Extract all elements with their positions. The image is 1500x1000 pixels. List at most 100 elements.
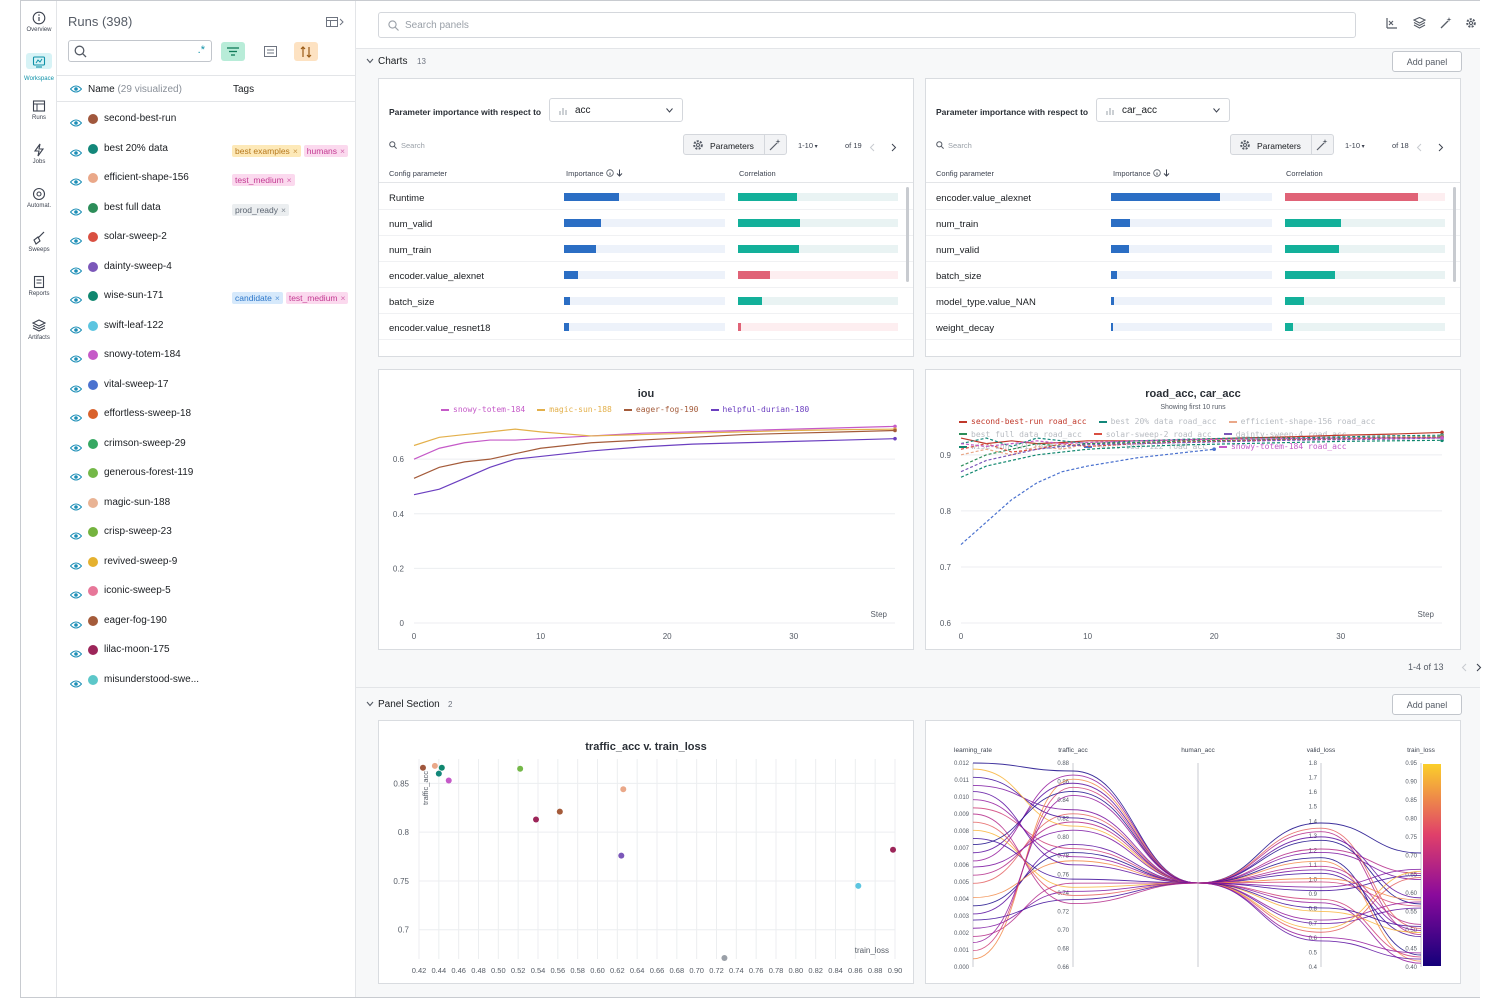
legend-item[interactable]: dainty-sweep-4 road_acc [1223, 429, 1347, 442]
run-name[interactable]: generous-forest-119 [104, 467, 194, 478]
parameters-button[interactable]: Parameters [1230, 134, 1334, 155]
run-row[interactable]: magic-sun-188 [57, 488, 356, 518]
scatter-point[interactable] [620, 786, 627, 793]
run-row[interactable]: misunderstood-swe... [57, 665, 356, 695]
series-line[interactable] [960, 436, 1443, 467]
run-name[interactable]: second-best-run [104, 113, 177, 124]
run-name[interactable]: best 20% data [104, 142, 168, 154]
run-name[interactable]: swift-leaf-122 [104, 319, 164, 331]
parallel-line[interactable] [972, 821, 1422, 929]
series-line[interactable] [413, 438, 896, 496]
eye-icon[interactable] [69, 144, 83, 162]
run-name[interactable]: iconic-sweep-5 [104, 585, 171, 596]
chevron-left-icon[interactable] [1461, 663, 1467, 672]
eye-icon[interactable] [70, 85, 82, 93]
scatter-point[interactable] [419, 764, 426, 771]
eye-icon[interactable] [69, 498, 83, 516]
gear-icon[interactable] [1465, 17, 1477, 29]
scatter-point[interactable] [855, 882, 862, 889]
metric-select[interactable]: acc [549, 98, 683, 122]
importance-header[interactable]: Importance [566, 169, 623, 178]
charts-section-header[interactable]: Charts 13 [356, 49, 1480, 75]
scatter-point[interactable] [533, 816, 540, 823]
eye-icon[interactable] [69, 439, 83, 457]
legend-item[interactable]: solar-sweep-2 road_acc [1093, 429, 1212, 442]
run-row[interactable]: lilac-moon-175 [57, 635, 356, 665]
parallel-line[interactable] [972, 882, 1422, 927]
run-row[interactable]: generous-forest-119 [57, 458, 356, 488]
importance-row[interactable]: weight_decay [926, 314, 1460, 340]
remove-tag-icon[interactable]: × [286, 175, 292, 185]
parameters-button[interactable]: Parameters [683, 134, 787, 155]
eye-icon[interactable] [69, 675, 83, 693]
run-name[interactable]: misunderstood-swe... [104, 673, 200, 685]
nav-reports-item[interactable]: Reports [21, 269, 57, 307]
series-line[interactable] [413, 425, 896, 460]
series-line[interactable] [413, 428, 896, 447]
run-name[interactable]: lilac-moon-175 [104, 644, 170, 655]
run-name[interactable]: crisp-sweep-23 [104, 526, 172, 537]
chevron-down-icon[interactable] [366, 58, 374, 64]
run-name[interactable]: effortless-sweep-18 [104, 408, 192, 419]
add-panel-button[interactable]: Add panel [1392, 51, 1462, 72]
run-name[interactable]: crimson-sweep-29 [104, 437, 186, 449]
parallel-line[interactable] [972, 807, 1422, 907]
parallel-line[interactable] [972, 790, 1422, 956]
scatter-point[interactable] [517, 765, 524, 772]
importance-row[interactable]: num_valid [926, 236, 1460, 262]
remove-tag-icon[interactable]: × [292, 145, 298, 156]
series-line[interactable] [960, 439, 1443, 478]
series-line[interactable] [960, 437, 1443, 473]
magic-wand-icon[interactable] [1440, 17, 1452, 29]
chevron-left-icon[interactable] [869, 139, 875, 157]
pagination-range-select[interactable]: 1-10 ▾ [1345, 141, 1365, 150]
scatter-point[interactable] [438, 764, 445, 771]
scatter-point[interactable] [431, 762, 438, 769]
scatter-point[interactable] [890, 846, 897, 853]
legend-item[interactable]: best 20% data road_acc [1098, 416, 1217, 429]
legend-item[interactable]: wise-sun-171 road_acc [959, 441, 1072, 454]
run-row[interactable]: snowy-totem-184 [57, 340, 356, 370]
nav-artifacts-item[interactable]: Artifacts [21, 313, 57, 351]
eye-icon[interactable] [69, 380, 83, 398]
chevron-down-icon[interactable] [366, 701, 374, 707]
legend-item[interactable]: helpful-durian-180 [710, 405, 809, 414]
run-row[interactable]: solar-sweep-2 [57, 222, 356, 252]
road-car-acc-line-chart[interactable]: 0.6 0.7 0.8 0.9 0 10 20 30 Step [926, 370, 1462, 651]
importance-row[interactable]: num_train [379, 236, 913, 262]
run-row[interactable]: efficient-shape-156 test_medium × [57, 163, 356, 193]
parallel-line[interactable] [972, 795, 1422, 954]
regex-toggle[interactable]: .* [197, 44, 205, 56]
series-line[interactable] [960, 437, 1442, 448]
eye-icon[interactable] [69, 291, 83, 309]
run-name[interactable]: best full data [104, 201, 161, 213]
nav-automat-item[interactable]: Automat. [21, 181, 57, 219]
importance-row[interactable]: num_train [926, 210, 1460, 236]
scatter-point[interactable] [721, 955, 728, 962]
legend-item[interactable]: eager-fog-190 [623, 405, 699, 414]
nav-workspace-item[interactable]: Workspace [21, 49, 57, 87]
traffic-acc-scatter-plot[interactable]: 0.42 0.44 0.46 0.48 0.50 0.52 0.54 0.56 0.58 0.60… [379, 721, 915, 985]
tag-chip[interactable]: test_medium × [232, 174, 295, 186]
importance-row[interactable]: batch_size [379, 288, 913, 314]
run-row[interactable]: second-best-run [57, 104, 356, 134]
series-line[interactable] [413, 429, 896, 479]
importance-header[interactable]: Importance [1113, 169, 1170, 178]
importance-row[interactable]: encoder.value_alexnet [379, 262, 913, 288]
run-row[interactable]: swift-leaf-122 [57, 311, 356, 341]
importance-row[interactable]: encoder.value_resnet18 [379, 314, 913, 340]
eye-icon[interactable] [69, 557, 83, 575]
run-name[interactable]: eager-fog-190 [104, 614, 167, 626]
run-name[interactable]: wise-sun-171 [104, 290, 164, 301]
run-row[interactable]: eager-fog-190 [57, 606, 356, 636]
legend-item[interactable]: best full data road_acc [959, 429, 1082, 442]
eye-icon[interactable] [69, 409, 83, 427]
magic-wand-icon[interactable] [769, 139, 781, 151]
eye-icon[interactable] [69, 173, 83, 191]
search-panels-input[interactable]: Search panels [378, 12, 1356, 38]
metric-select[interactable]: car_acc [1096, 98, 1230, 122]
legend-item[interactable]: snowy-totem-184 [441, 405, 525, 414]
scrollbar[interactable] [1453, 187, 1456, 282]
run-name[interactable]: vital-sweep-17 [104, 378, 169, 390]
x-axis-settings-icon[interactable] [1386, 17, 1398, 29]
